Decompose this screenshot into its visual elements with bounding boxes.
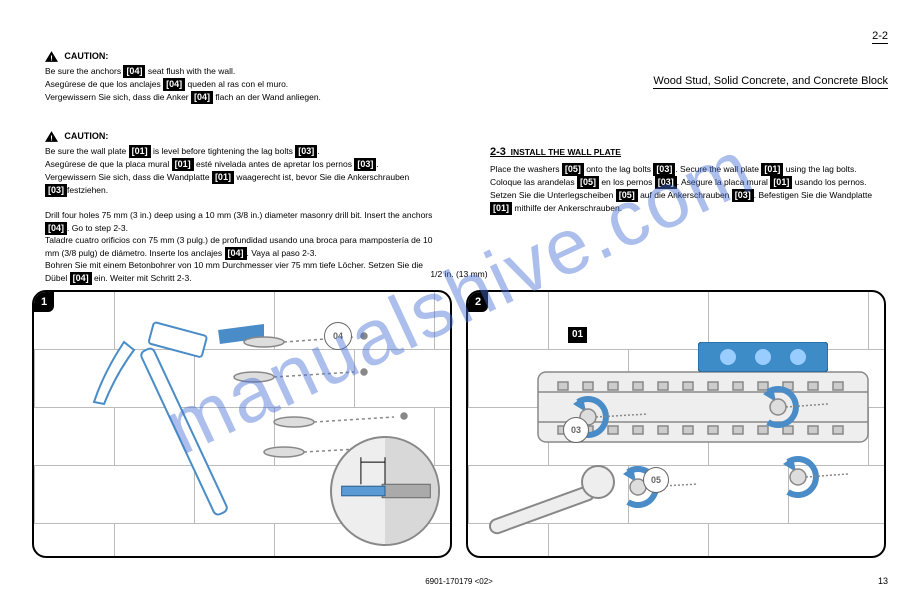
c1-es-1: Asegúrese de que los anclajes xyxy=(45,79,163,89)
callout-circle-03: 03 xyxy=(563,417,589,443)
s4-de-4: mithilfe der Ankerschrauben. xyxy=(512,203,622,213)
ref-01: [01] xyxy=(129,145,151,158)
s4-title: INSTALL THE WALL PLATE xyxy=(511,147,621,157)
s3-es-2: . Vaya al paso 2-3. xyxy=(247,248,317,258)
step4-text: 2-3 INSTALL THE WALL PLATE Place the was… xyxy=(490,145,890,215)
ref-01: [01] xyxy=(212,171,234,184)
caution-label: CAUTION: xyxy=(64,131,108,141)
svg-text:!: ! xyxy=(50,134,53,143)
ref-03: [03] xyxy=(354,158,376,171)
caution1-text: Be sure the anchors [04] seat flush with… xyxy=(45,65,425,104)
caution2-text: Be sure the wall plate [01] is level bef… xyxy=(45,145,425,197)
s4-es-1: Coloque las arandelas xyxy=(490,177,577,187)
caution-block-2: ! CAUTION: Be sure the wall plate [01] i… xyxy=(45,130,425,197)
detail-inset xyxy=(330,436,440,546)
ref-03: [03] xyxy=(45,184,67,197)
ref-03: [03] xyxy=(732,189,754,202)
footer-code: 6901-170179 <02> xyxy=(425,577,493,586)
s3-de-2: ein. Weiter mit Schritt 2-3. xyxy=(92,273,192,283)
s4-en-2: onto the lag bolts xyxy=(584,164,653,174)
ref-04: [04] xyxy=(163,78,185,91)
ref-01: [01] xyxy=(490,202,512,215)
ref-03: [03] xyxy=(655,176,677,189)
ref-01: [01] xyxy=(172,158,194,171)
dimension-label: 1/2 in. (13 mm) xyxy=(430,269,487,279)
caution-block-1: ! CAUTION: Be sure the anchors [04] seat… xyxy=(45,50,425,104)
panel-number-1: 1 xyxy=(34,292,54,312)
s3-en-2: . Go to step 2-3. xyxy=(67,223,128,233)
ref-04: [04] xyxy=(70,272,92,285)
wrench-icon xyxy=(478,462,628,552)
ref-05: [05] xyxy=(562,163,584,176)
page-number: 13 xyxy=(878,576,888,586)
part-label-01: 01 xyxy=(568,327,587,343)
c2-en-3: . xyxy=(317,146,319,156)
step3-text: Drill four holes 75 mm (3 in.) deep usin… xyxy=(45,210,445,285)
diagram-panel-2: 2 xyxy=(466,290,886,558)
s4-es-4: usando los pernos. xyxy=(792,177,866,187)
ref-01: [01] xyxy=(761,163,783,176)
ref-04: [04] xyxy=(191,91,213,104)
c1-de-2: flach an der Wand anliegen. xyxy=(213,92,321,102)
callout-circle-04: 04 xyxy=(324,322,352,350)
section-heading: Wood Stud, Solid Concrete, and Concrete … xyxy=(653,75,888,89)
c1-de-1: Vergewissern Sie sich, dass die Anker xyxy=(45,92,191,102)
warning-icon: ! xyxy=(45,131,58,142)
caution-label: CAUTION: xyxy=(64,51,108,61)
c1-es-2: queden al ras con el muro. xyxy=(185,79,288,89)
c2-de-1: Vergewissern Sie sich, dass die Wandplat… xyxy=(45,172,212,182)
level-tool-icon xyxy=(698,342,828,372)
c2-es-2: esté nivelada antes de apretar los perno… xyxy=(194,159,355,169)
svg-text:!: ! xyxy=(50,54,53,63)
ref-04: [04] xyxy=(123,65,145,78)
ref-05: [05] xyxy=(616,189,638,202)
ref-03: [03] xyxy=(653,163,675,176)
c2-de-2: waagerecht ist, bevor Sie die Ankerschra… xyxy=(234,172,409,182)
s4-en-1: Place the washers xyxy=(490,164,562,174)
warning-icon: ! xyxy=(45,51,58,62)
s4-de-1: Setzen Sie die Unterlegscheiben xyxy=(490,190,616,200)
c2-en-2: is level before tightening the lag bolts xyxy=(151,146,296,156)
page-section-label: 2-2 xyxy=(872,30,888,44)
ref-04: [04] xyxy=(225,247,247,260)
s4-en-4: using the lag bolts. xyxy=(783,164,856,174)
diagram-panel-1: 1 04 xyxy=(32,290,452,558)
c2-en-1: Be sure the wall plate xyxy=(45,146,129,156)
c1-en-1: Be sure the anchors xyxy=(45,66,123,76)
panel-number-2: 2 xyxy=(468,292,488,312)
c2-de-3: festziehen. xyxy=(67,185,108,195)
s4-es-3: . Asegure la placa mural xyxy=(677,177,771,187)
c1-en-2: seat flush with the wall. xyxy=(145,66,235,76)
s4-de-3: . Befestigen Sie die Wandplatte xyxy=(754,190,872,200)
s4-es-2: en los pernos xyxy=(599,177,655,187)
s4-en-3: . Secure the wall plate xyxy=(675,164,761,174)
s4-de-2: auf die Ankerschrauben xyxy=(638,190,732,200)
ref-03: [03] xyxy=(295,145,317,158)
c2-es-1: Asegúrese de que la placa mural xyxy=(45,159,172,169)
s3-en-1: Drill four holes 75 mm (3 in.) deep usin… xyxy=(45,210,432,220)
ref-04: [04] xyxy=(45,222,67,235)
ref-05: [05] xyxy=(577,176,599,189)
c2-es-3: . xyxy=(376,159,378,169)
callout-circle-05: 05 xyxy=(643,467,669,493)
ref-01: [01] xyxy=(770,176,792,189)
